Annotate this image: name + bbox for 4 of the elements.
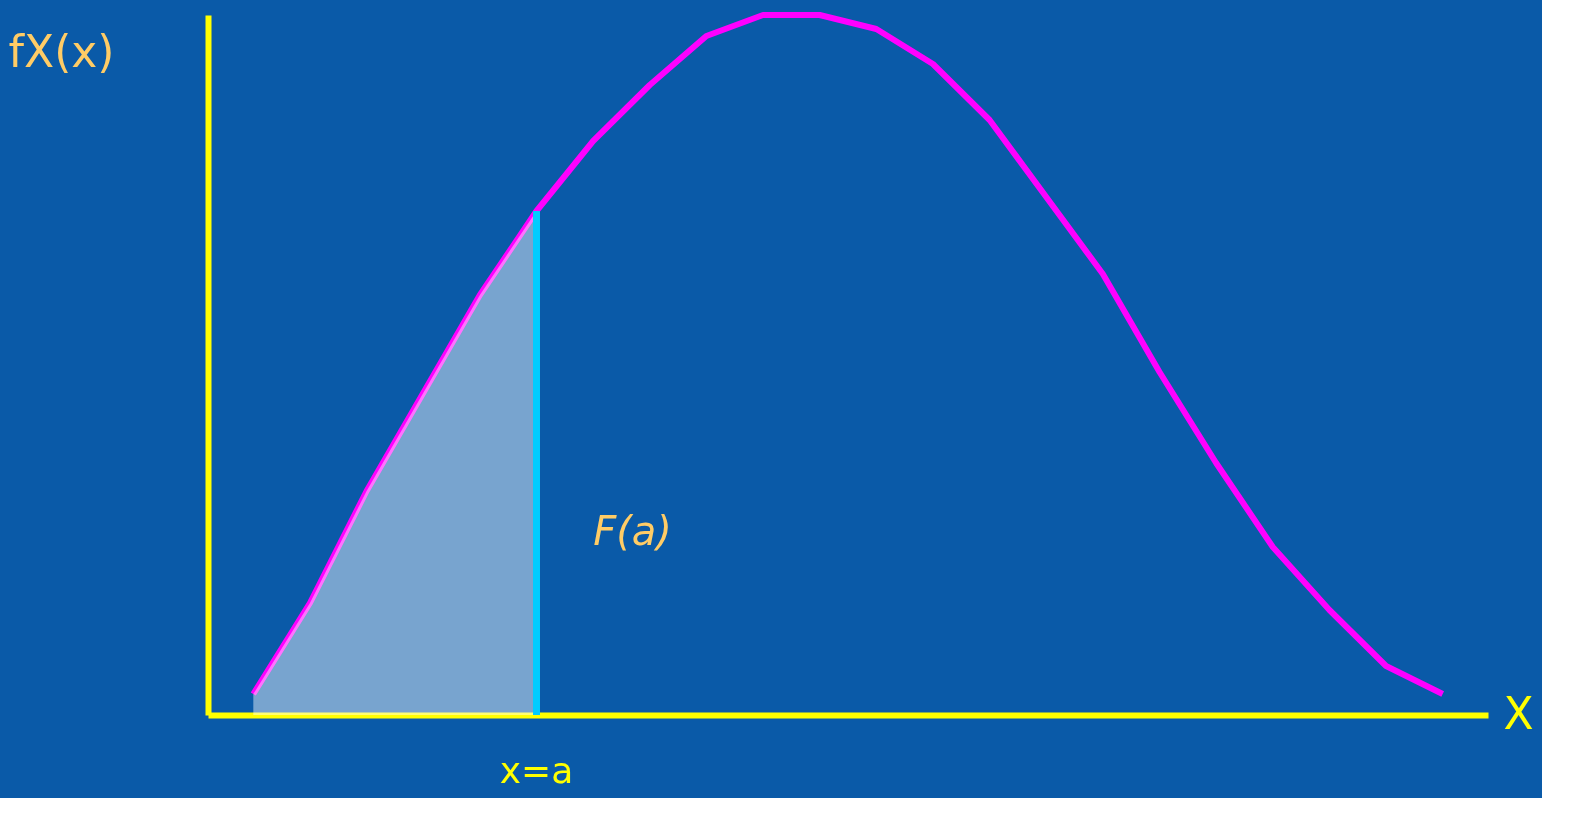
annotation: F(a) (593, 508, 672, 554)
x-axis-title: X (1503, 687, 1534, 739)
y-axis-title: fX(x) (8, 25, 115, 77)
text: x=a (499, 750, 574, 791)
